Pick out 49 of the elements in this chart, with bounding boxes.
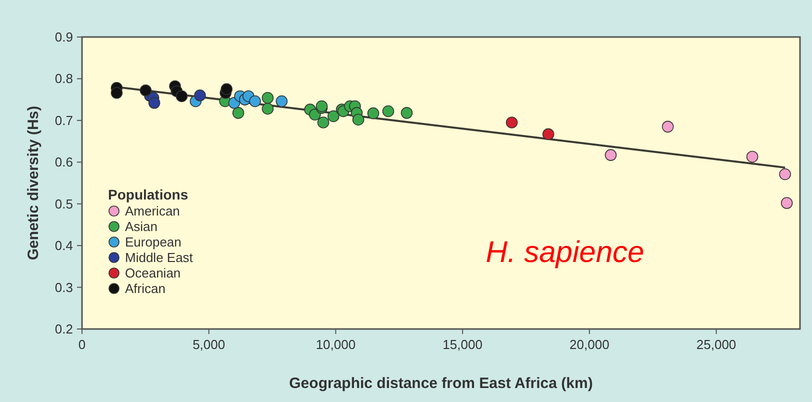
point — [780, 197, 793, 209]
y-tick-label: 0.6 — [54, 154, 73, 170]
legend-title: Populations — [108, 186, 188, 202]
point — [382, 105, 394, 118]
point — [367, 107, 380, 120]
y-tick-label: 0.8 — [54, 71, 73, 86]
point — [328, 110, 340, 122]
point — [779, 168, 791, 180]
point — [220, 83, 233, 96]
y-tick-label: 0.3 — [54, 280, 73, 295]
point — [662, 120, 674, 133]
point — [262, 92, 274, 104]
legend-label: Oceanian — [125, 266, 181, 280]
annotation: H. sapience — [486, 236, 644, 269]
x-tick-label: 10,000 — [316, 337, 356, 352]
y-tick-label: 0.7 — [54, 112, 73, 128]
point — [604, 149, 617, 161]
x-axis-title: Geographic distance from East Africa (km) — [289, 375, 593, 392]
point — [140, 84, 152, 96]
point — [317, 116, 330, 128]
y-tick-label: 0.4 — [54, 238, 73, 254]
point — [352, 114, 364, 126]
point — [309, 108, 321, 120]
legend-label: American — [125, 204, 180, 218]
legend-label: Middle East — [125, 250, 194, 265]
point — [262, 102, 274, 115]
point — [746, 150, 758, 163]
y-tick-label: 0.2 — [54, 322, 73, 336]
x-tick-label: 5,000 — [192, 337, 226, 352]
point — [110, 86, 123, 99]
point — [176, 90, 188, 102]
point — [249, 95, 261, 108]
legend-label: African — [125, 281, 166, 296]
x-tick-label: 15,000 — [442, 337, 482, 352]
point — [400, 107, 413, 119]
legend-label: Asian — [125, 219, 158, 234]
point — [148, 97, 160, 109]
y-tick-label: 0.9 — [54, 30, 73, 44]
y-tick-label: 0.5 — [54, 196, 73, 212]
point — [506, 116, 518, 128]
x-tick-label: 20,000 — [570, 337, 610, 352]
x-tick-label: 25,000 — [696, 337, 736, 352]
y-axis-title: Genetic diversity (Hs) — [25, 106, 42, 260]
point — [194, 90, 206, 102]
point — [542, 128, 554, 140]
legend-label: European — [125, 234, 182, 250]
x-tick-label: 0 — [78, 337, 86, 352]
point — [276, 95, 288, 108]
point — [232, 107, 244, 119]
